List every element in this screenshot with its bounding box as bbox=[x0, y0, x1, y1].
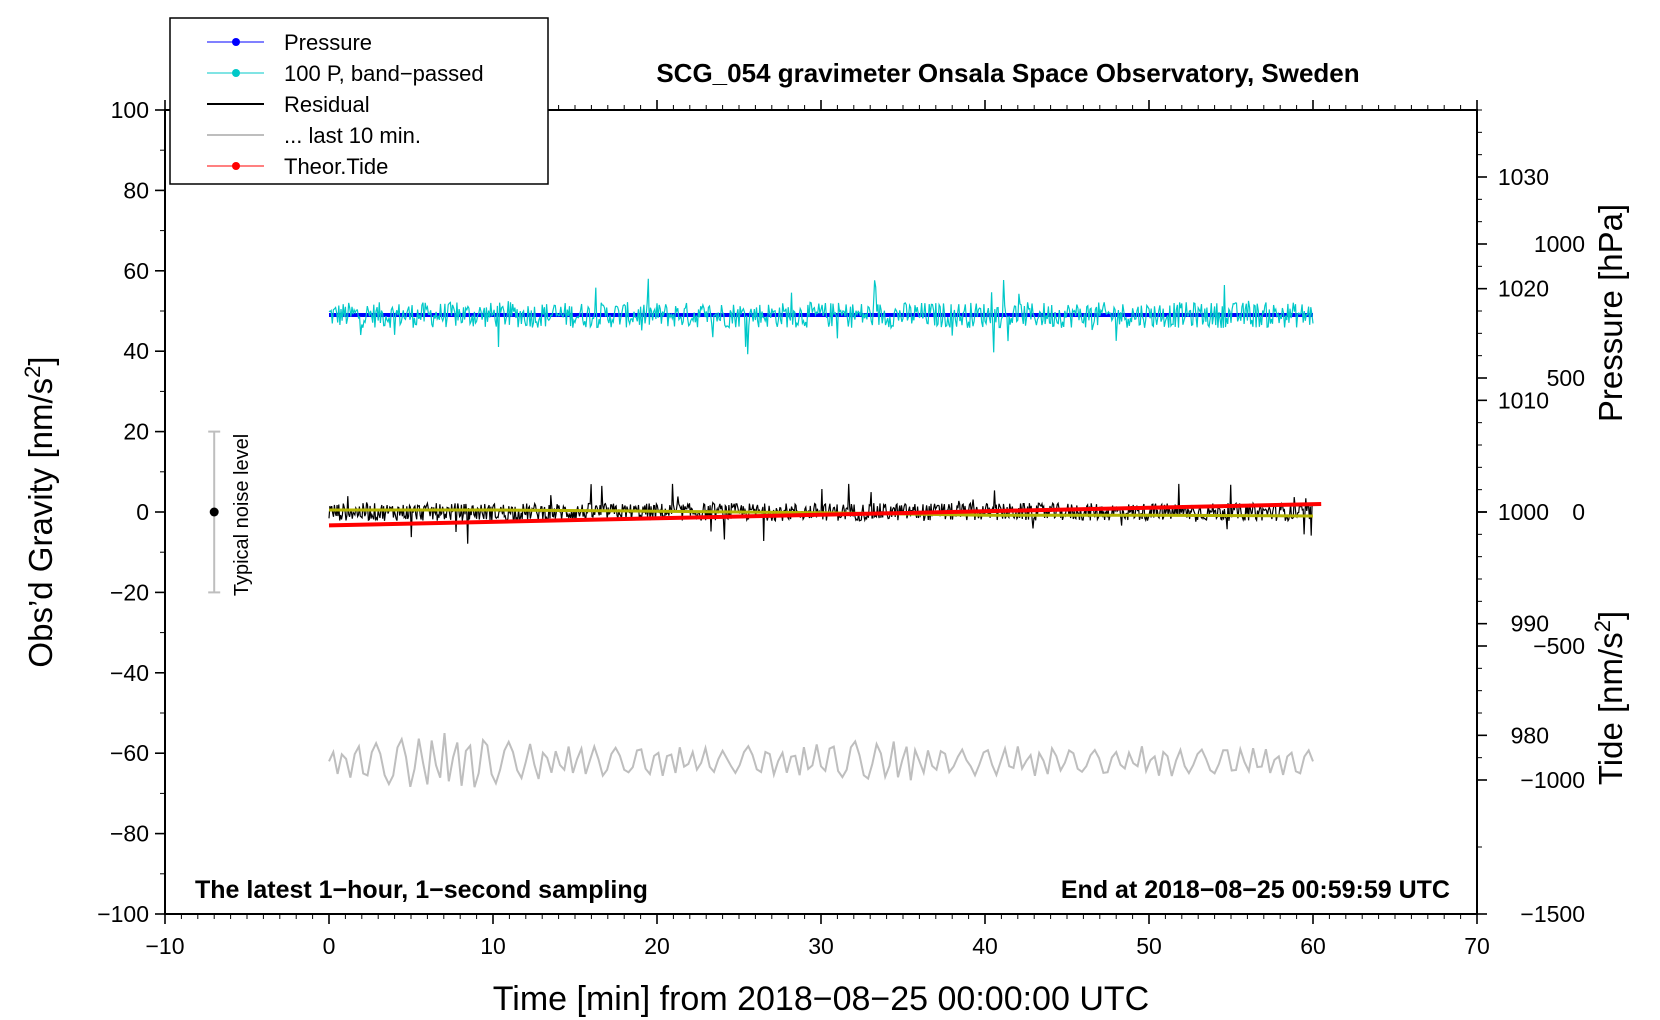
tide-tick-label: −1000 bbox=[1520, 767, 1585, 793]
pressure-tick-label: 990 bbox=[1511, 611, 1549, 637]
y-tick-label: −20 bbox=[110, 579, 149, 605]
y-tick-label: 40 bbox=[123, 338, 149, 364]
legend-label-1: 100 P, band−passed bbox=[284, 61, 484, 86]
series-last-10-min-line bbox=[328, 733, 1314, 788]
pressure-tick-label: 1020 bbox=[1498, 276, 1549, 302]
tide-tick-label: 1000 bbox=[1534, 231, 1585, 257]
chart-title: SCG_054 gravimeter Onsala Space Observat… bbox=[656, 58, 1359, 88]
y-tick-label: 60 bbox=[123, 258, 149, 284]
tide-tick-label: 500 bbox=[1547, 365, 1585, 391]
pressure-tick-label: 1000 bbox=[1498, 499, 1549, 525]
noise-bar-dot bbox=[209, 507, 219, 517]
pressure-tick-label: 1030 bbox=[1498, 164, 1549, 190]
x-tick-label: −10 bbox=[145, 933, 184, 959]
y-tick-label: −40 bbox=[110, 660, 149, 686]
y-tick-label: 80 bbox=[123, 177, 149, 203]
series-theor-tide-line bbox=[328, 502, 1322, 528]
y-axis-label-tide: Tide [nm/s2] bbox=[1590, 611, 1630, 785]
y-tick-label: −100 bbox=[97, 901, 149, 927]
x-tick-label: 10 bbox=[480, 933, 506, 959]
y-axis-label-pressure: Pressure [hPa] bbox=[1592, 204, 1629, 422]
y-tick-label: 0 bbox=[136, 499, 149, 525]
noise-level-indicator bbox=[208, 430, 221, 594]
x-tick-label: 60 bbox=[1300, 933, 1326, 959]
noise-level-label: Typical noise level bbox=[231, 434, 253, 596]
series-layer bbox=[328, 278, 1322, 788]
y-tick-label: −60 bbox=[110, 740, 149, 766]
tide-tick-label: −1500 bbox=[1520, 901, 1585, 927]
y-tick-label: 100 bbox=[111, 97, 149, 123]
pressure-tick-label: 980 bbox=[1511, 722, 1549, 748]
pressure-tick-label: 1010 bbox=[1498, 387, 1549, 413]
legend-label-2: Residual bbox=[284, 92, 370, 117]
ticks-layer: −10 0 10 20 30 40 50 60 70−100−80−60−40−20020406… bbox=[97, 97, 1585, 959]
legend: Pressure 100 P, band−passed Residual ... la… bbox=[169, 17, 549, 185]
y-tick-label: −80 bbox=[110, 821, 149, 847]
x-tick-label: 40 bbox=[972, 933, 998, 959]
y-tick-label: 20 bbox=[123, 419, 149, 445]
x-tick-label: 0 bbox=[323, 933, 336, 959]
tide-tick-label: 0 bbox=[1572, 499, 1585, 525]
x-tick-label: 30 bbox=[808, 933, 834, 959]
legend-label-0: Pressure bbox=[284, 30, 372, 55]
legend-label-4: Theor.Tide bbox=[284, 154, 388, 179]
legend-marker-4 bbox=[232, 162, 240, 170]
y-axis-label-gravity: Obs’d Gravity [nm/s2] bbox=[20, 356, 60, 667]
legend-marker-0 bbox=[232, 38, 240, 46]
x-tick-label: 50 bbox=[1136, 933, 1162, 959]
legend-box bbox=[169, 17, 549, 185]
tide-tick-label: −500 bbox=[1533, 633, 1585, 659]
x-axis-label: Time [min] from 2018−08−25 00:00:00 UTC bbox=[493, 980, 1149, 1018]
x-tick-label: 70 bbox=[1464, 933, 1490, 959]
series-100-p-band-passed-line bbox=[328, 278, 1314, 355]
legend-label-3: ... last 10 min. bbox=[284, 123, 421, 148]
x-tick-label: 20 bbox=[644, 933, 670, 959]
annotation-sampling: The latest 1−hour, 1−second sampling bbox=[195, 876, 648, 904]
annotation-end-time: End at 2018−08−25 00:59:59 UTC bbox=[1061, 876, 1450, 904]
legend-marker-1 bbox=[232, 69, 240, 77]
